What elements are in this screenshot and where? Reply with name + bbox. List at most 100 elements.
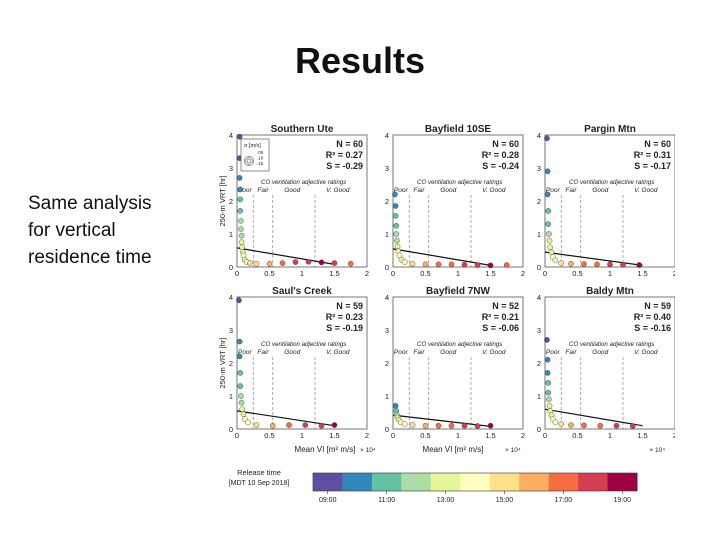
y-tick-label: 2 bbox=[385, 197, 389, 206]
rating-label: Good bbox=[592, 187, 608, 194]
y-tick-label: 0 bbox=[537, 263, 541, 272]
y-tick-label: 4 bbox=[229, 293, 233, 302]
y-tick-label: 0 bbox=[385, 263, 389, 272]
size-legend-box bbox=[240, 138, 270, 172]
x-tick-label: 0.5 bbox=[572, 431, 582, 440]
panel-stat: N = 60 bbox=[336, 139, 363, 149]
data-point bbox=[487, 422, 494, 429]
x-tick-label: 0.5 bbox=[420, 269, 430, 278]
x-tick-label: 2 bbox=[673, 269, 675, 278]
panel-title: Baldy Mtn bbox=[586, 286, 634, 297]
x-tick-label: 1 bbox=[300, 269, 304, 278]
x-tick-label: 1 bbox=[608, 431, 612, 440]
data-point bbox=[236, 297, 242, 304]
size-legend-circle bbox=[245, 157, 253, 165]
rating-label: Good bbox=[284, 187, 300, 194]
data-point bbox=[393, 231, 400, 237]
panel-title: Southern Ute bbox=[271, 124, 334, 135]
data-point bbox=[435, 422, 442, 429]
x-axis-label: Mean VI [m² m/s] bbox=[295, 445, 356, 454]
data-point bbox=[393, 222, 400, 229]
x-tick-label: 1.5 bbox=[329, 431, 339, 440]
data-point bbox=[544, 191, 551, 198]
data-point bbox=[474, 423, 481, 429]
colorbar-tick-label: 13:00 bbox=[437, 497, 455, 504]
panel-stat: S = -0.16 bbox=[634, 323, 671, 333]
x-tick-label: 0 bbox=[543, 431, 547, 440]
data-point bbox=[545, 221, 552, 227]
rating-label: Poor bbox=[238, 349, 253, 356]
x-tick-label: 1.5 bbox=[485, 269, 495, 278]
panel-stat: N = 59 bbox=[644, 301, 671, 311]
colorbar-subtitle: [MDT 10 Sep 2018] bbox=[229, 480, 290, 487]
rating-caption: CO ventilation adjective ratings bbox=[261, 179, 346, 186]
rating-label: Poor bbox=[394, 349, 409, 356]
panel-stat: R² = 0.40 bbox=[634, 312, 671, 322]
y-tick-label: 0 bbox=[229, 263, 233, 272]
data-point bbox=[552, 419, 559, 426]
data-point bbox=[581, 261, 587, 267]
data-point bbox=[401, 259, 408, 265]
slide-title: Results bbox=[294, 40, 426, 81]
size-legend-circle bbox=[243, 155, 255, 167]
y-tick-label: 1 bbox=[229, 230, 233, 239]
y-tick-label: 2 bbox=[385, 359, 389, 368]
x-tick-label: 0 bbox=[391, 431, 395, 440]
data-point bbox=[239, 244, 246, 250]
data-point bbox=[568, 422, 574, 428]
x-tick-label: 2 bbox=[365, 269, 369, 278]
rating-label: V. Good bbox=[482, 349, 506, 356]
y-tick-label: 1 bbox=[385, 230, 389, 239]
colorbar-tick-label: 19:00 bbox=[614, 497, 632, 504]
rating-label: Good bbox=[592, 349, 608, 356]
rating-label: Poor bbox=[546, 187, 561, 194]
panel-stat: S = -0.19 bbox=[326, 323, 363, 333]
rating-label: Poor bbox=[394, 187, 409, 194]
colorbar-tick-label: 17:00 bbox=[555, 497, 573, 504]
colorbar-tick-label: 09:00 bbox=[319, 497, 337, 504]
y-tick-label: 3 bbox=[385, 164, 389, 173]
panel-title: Saul's Creek bbox=[272, 286, 332, 297]
colorbar: Release time [MDT 10 Sep 2018] 09:00 11:00 1… bbox=[229, 468, 638, 504]
side-text-line: for vertical bbox=[28, 220, 116, 241]
colorbar-segment bbox=[371, 473, 402, 491]
data-point bbox=[544, 168, 551, 175]
data-point bbox=[240, 411, 247, 417]
data-point bbox=[305, 258, 312, 265]
panel-stat: R² = 0.21 bbox=[482, 312, 519, 322]
panel-stat: S = -0.29 bbox=[326, 161, 363, 171]
y-tick-label: 1 bbox=[537, 230, 541, 239]
y-tick-label: 3 bbox=[229, 164, 233, 173]
y-tick-label: 0 bbox=[537, 425, 541, 434]
trend-line bbox=[392, 248, 491, 266]
data-point bbox=[613, 422, 620, 429]
data-point bbox=[238, 393, 244, 399]
x-tick-label: 1.5 bbox=[637, 431, 647, 440]
panel-frame bbox=[392, 134, 524, 268]
rating-label: Poor bbox=[238, 187, 253, 194]
y-tick-label: 2 bbox=[537, 359, 541, 368]
panel-stat: N = 60 bbox=[492, 139, 519, 149]
colorbar-segment bbox=[460, 473, 491, 491]
y-tick-label: 3 bbox=[537, 326, 541, 335]
data-point bbox=[331, 422, 338, 428]
data-point bbox=[461, 422, 468, 429]
data-point bbox=[597, 422, 604, 429]
data-point bbox=[238, 218, 244, 224]
data-point bbox=[394, 237, 400, 244]
x-tick-label: 1.5 bbox=[485, 431, 495, 440]
data-point bbox=[581, 422, 587, 429]
data-point bbox=[318, 422, 325, 429]
data-point bbox=[594, 261, 600, 268]
data-point bbox=[392, 203, 399, 209]
data-point bbox=[409, 422, 416, 428]
rating-label: Fair bbox=[565, 349, 577, 356]
data-point bbox=[236, 175, 243, 181]
x-tick-label: 0 bbox=[391, 269, 395, 278]
data-point bbox=[620, 261, 626, 268]
y-tick-label: 4 bbox=[537, 131, 541, 140]
rating-label: Good bbox=[440, 187, 456, 194]
data-point bbox=[286, 422, 292, 428]
